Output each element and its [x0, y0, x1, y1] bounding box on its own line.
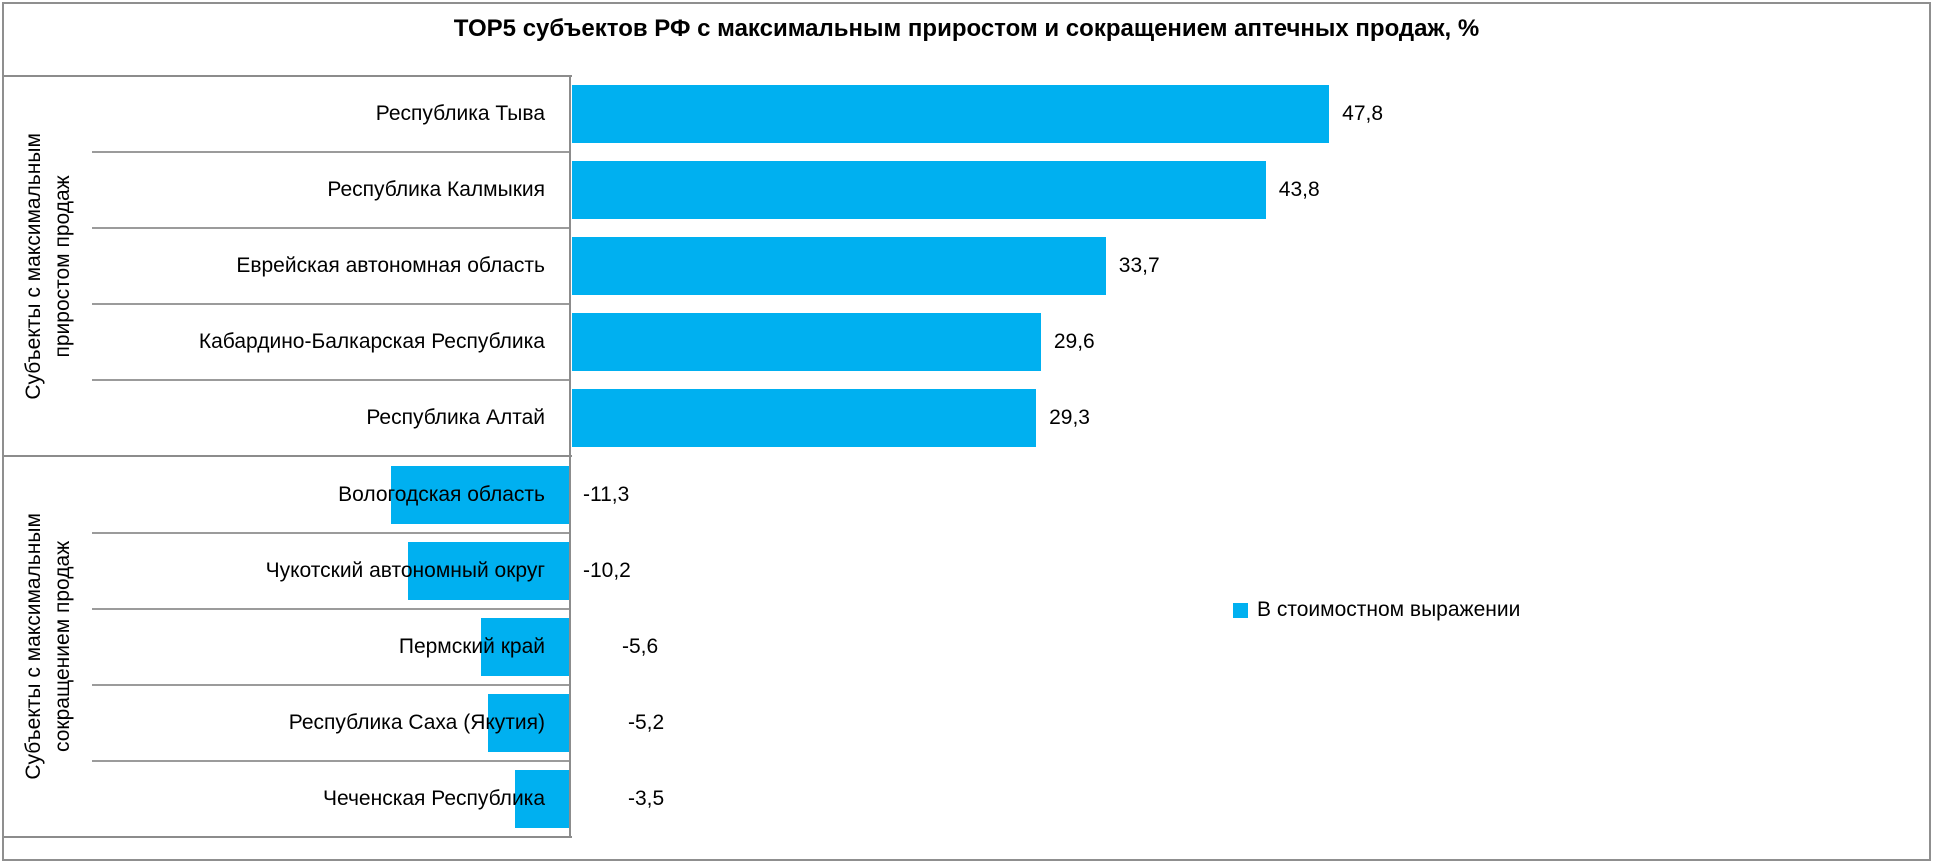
- bar-positive: [572, 85, 1330, 144]
- value-label: 33,7: [1118, 254, 1160, 278]
- value-label: 29,6: [1053, 330, 1095, 354]
- group-label-growth-line1: Субъекты с максимальным: [21, 132, 45, 400]
- category-divider-line: [92, 303, 570, 306]
- plot-bottom-border-line: [4, 836, 572, 838]
- group-divider-line: [4, 455, 572, 457]
- value-label: -5,6: [622, 634, 659, 658]
- category-label: Еврейская автономная область: [236, 254, 545, 278]
- category-divider-line: [92, 759, 570, 762]
- category-divider-line: [92, 531, 570, 534]
- bar-negative: [514, 769, 570, 828]
- category-label: Чукотский автономный округ: [265, 558, 545, 582]
- plot-top-border-line: [4, 75, 572, 77]
- value-label: -10,2: [583, 558, 631, 582]
- category-label: Республика Калмыкия: [327, 178, 545, 202]
- bar-positive: [572, 237, 1106, 296]
- category-label: Республика Алтай: [366, 406, 545, 430]
- bar-positive: [572, 389, 1037, 448]
- category-divider-line: [92, 379, 570, 382]
- category-label: Вологодская область: [338, 482, 545, 506]
- category-divider-line: [92, 607, 570, 610]
- chart-title: TOP5 субъектов РФ с максимальным прирост…: [453, 15, 1480, 42]
- category-divider-line: [92, 151, 570, 154]
- group-label-decline-line2: сокращением продаж: [51, 540, 74, 753]
- group-label-decline-line1: Субъекты с максимальным: [21, 513, 45, 780]
- group-label-growth-line2: приростом продаж: [51, 174, 74, 358]
- group-label-growth: Субъекты с максимальным приростом продаж: [4, 77, 92, 455]
- bar-negative: [481, 617, 570, 676]
- bar-positive: [572, 313, 1041, 372]
- bar-negative: [408, 541, 570, 600]
- category-divider-line: [92, 683, 570, 686]
- legend: В стоимостном выражении: [1233, 598, 1520, 622]
- bar-negative: [391, 465, 570, 524]
- value-label: -11,3: [583, 482, 630, 506]
- category-label: Кабардино-Балкарская Республика: [198, 330, 545, 354]
- category-label: Пермский край: [398, 634, 545, 658]
- category-label: Республика Саха (Якутия): [288, 710, 545, 734]
- value-label: 47,8: [1342, 102, 1384, 126]
- legend-marker-icon: [1233, 602, 1248, 618]
- value-label: -5,2: [628, 710, 665, 734]
- bar-positive: [572, 161, 1266, 220]
- value-label: 43,8: [1278, 178, 1320, 202]
- value-label: -3,5: [628, 786, 665, 810]
- category-axis-line: [569, 75, 571, 838]
- bar-negative: [487, 693, 570, 752]
- value-label: 29,3: [1049, 406, 1090, 430]
- legend-label: В стоимостном выражении: [1257, 598, 1521, 621]
- category-label: Республика Тыва: [375, 102, 545, 126]
- category-label: Чеченская Республика: [323, 786, 545, 810]
- group-label-decline-text: Субъекты с максимальным сокращением прод…: [19, 513, 78, 780]
- group-label-growth-text: Субъекты с максимальным приростом продаж: [19, 133, 78, 400]
- group-label-decline: Субъекты с максимальным сокращением прод…: [4, 457, 92, 836]
- category-divider-line: [92, 227, 570, 230]
